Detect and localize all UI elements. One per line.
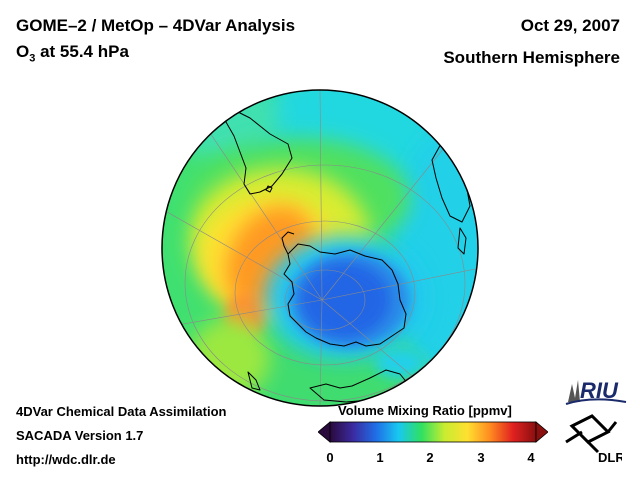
colorbar-low-arrow [318,421,331,443]
subtitle-base: O [16,42,30,61]
map-title: GOME–2 / MetOp – 4DVar Analysis [16,16,296,35]
colorbar-gradient [329,421,537,443]
footer-assimilation: 4DVar Chemical Data Assimilation [16,404,227,419]
colorbar-tick-4: 4 [527,450,535,465]
colorbar-tick-1: 1 [376,450,384,465]
map-subtitle: O3 at 55.4 hPa [16,42,129,64]
footer-version: SACADA Version 1.7 [16,428,144,443]
colorbar-tick-0: 0 [326,450,334,465]
hemisphere-label: Southern Hemisphere [443,48,620,67]
ozone-globe-map [161,89,479,407]
subtitle-rest: at 55.4 hPa [35,42,129,61]
colorbar-title: Volume Mixing Ratio [ppmv] [338,403,512,418]
colorbar-tick-2: 2 [426,450,434,465]
graticule [162,90,478,406]
colorbar [318,421,548,443]
riu-logo: RIU [565,378,627,405]
dlr-logo-text: DLR [598,450,622,464]
analysis-date: Oct 29, 2007 [520,16,620,35]
colorbar-high-arrow [535,421,548,443]
colorbar-tick-3: 3 [477,450,485,465]
dlr-logo: DLR [565,414,622,464]
footer-url[interactable]: http://wdc.dlr.de [16,452,116,467]
subtitle-subscript: 3 [29,52,36,65]
